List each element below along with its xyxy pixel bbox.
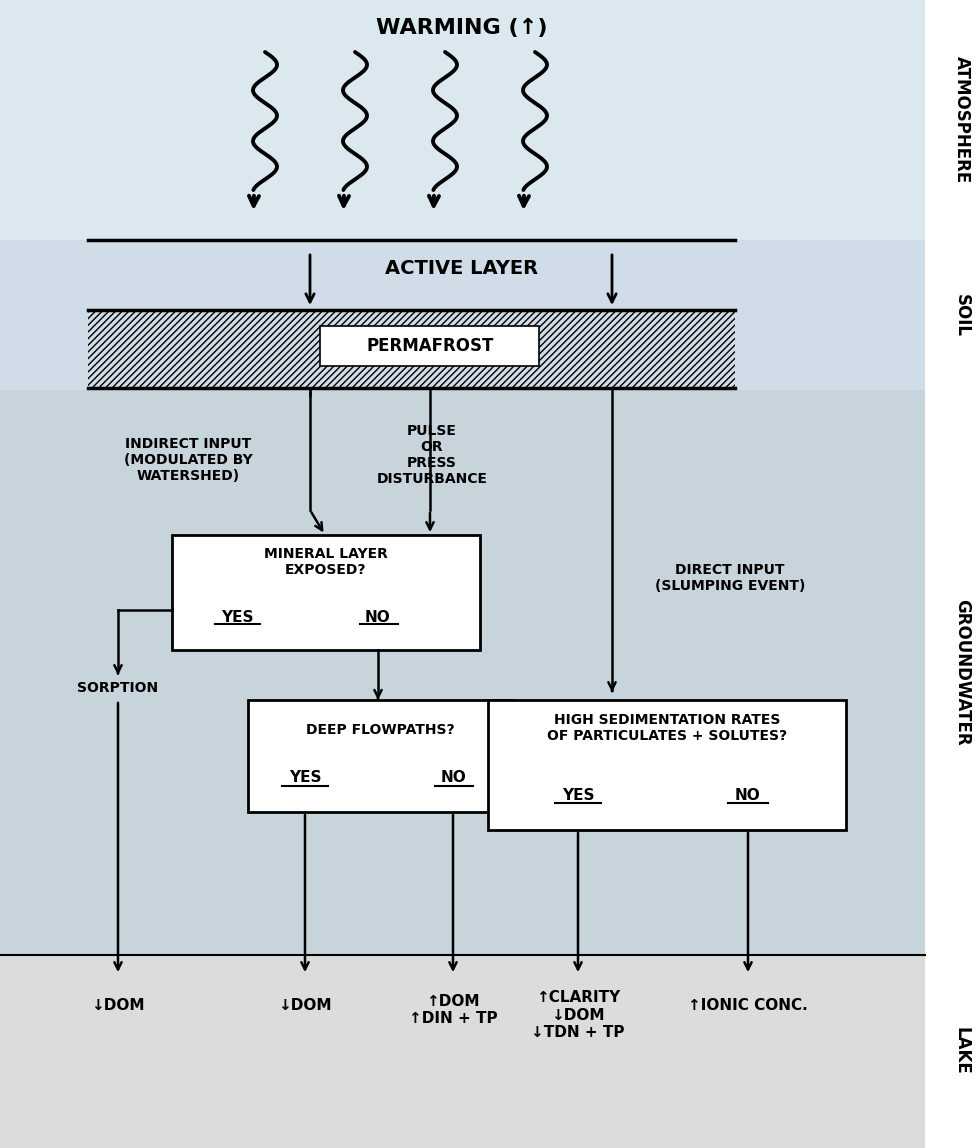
Text: DIRECT INPUT
(SLUMPING EVENT): DIRECT INPUT (SLUMPING EVENT) (655, 563, 804, 594)
Bar (488, 700, 845, 830)
Bar (0, 390, 924, 955)
Text: ACTIVE LAYER: ACTIVE LAYER (385, 258, 538, 278)
Bar (0, 955, 924, 1148)
Text: SOIL: SOIL (952, 294, 970, 336)
Text: YES: YES (221, 610, 253, 625)
FancyBboxPatch shape (319, 326, 538, 366)
Text: DEEP FLOWPATHS?: DEEP FLOWPATHS? (306, 723, 454, 737)
Text: PULSE
OR
PRESS
DISTURBANCE: PULSE OR PRESS DISTURBANCE (376, 424, 487, 487)
Text: SORPTION: SORPTION (77, 681, 158, 695)
Bar (172, 535, 480, 650)
Text: INDIRECT INPUT
(MODULATED BY
WATERSHED): INDIRECT INPUT (MODULATED BY WATERSHED) (123, 436, 252, 483)
Text: ↓DOM: ↓DOM (278, 998, 331, 1013)
Text: LAKE: LAKE (952, 1027, 970, 1075)
Text: MINERAL LAYER
EXPOSED?: MINERAL LAYER EXPOSED? (264, 546, 388, 577)
Text: ATMOSPHERE: ATMOSPHERE (952, 56, 970, 184)
Text: PERMAFROST: PERMAFROST (366, 338, 493, 355)
Bar (88, 310, 735, 388)
Text: NO: NO (735, 788, 760, 802)
Text: YES: YES (561, 788, 594, 802)
Text: YES: YES (288, 770, 320, 785)
Bar (0, 0, 924, 240)
Text: ↑IONIC CONC.: ↑IONIC CONC. (688, 998, 807, 1013)
Text: WARMING (↑): WARMING (↑) (376, 18, 547, 38)
Text: NO: NO (364, 610, 391, 625)
Bar (0, 240, 924, 390)
Text: ↑CLARITY
↓DOM
↓TDN + TP: ↑CLARITY ↓DOM ↓TDN + TP (531, 990, 624, 1040)
Text: GROUNDWATER: GROUNDWATER (952, 599, 970, 745)
Bar (248, 700, 513, 812)
Text: ↑DOM
↑DIN + TP: ↑DOM ↑DIN + TP (408, 994, 496, 1026)
Text: HIGH SEDIMENTATION RATES
OF PARTICULATES + SOLUTES?: HIGH SEDIMENTATION RATES OF PARTICULATES… (546, 713, 786, 743)
Text: NO: NO (440, 770, 465, 785)
Text: ↓DOM: ↓DOM (91, 998, 145, 1013)
